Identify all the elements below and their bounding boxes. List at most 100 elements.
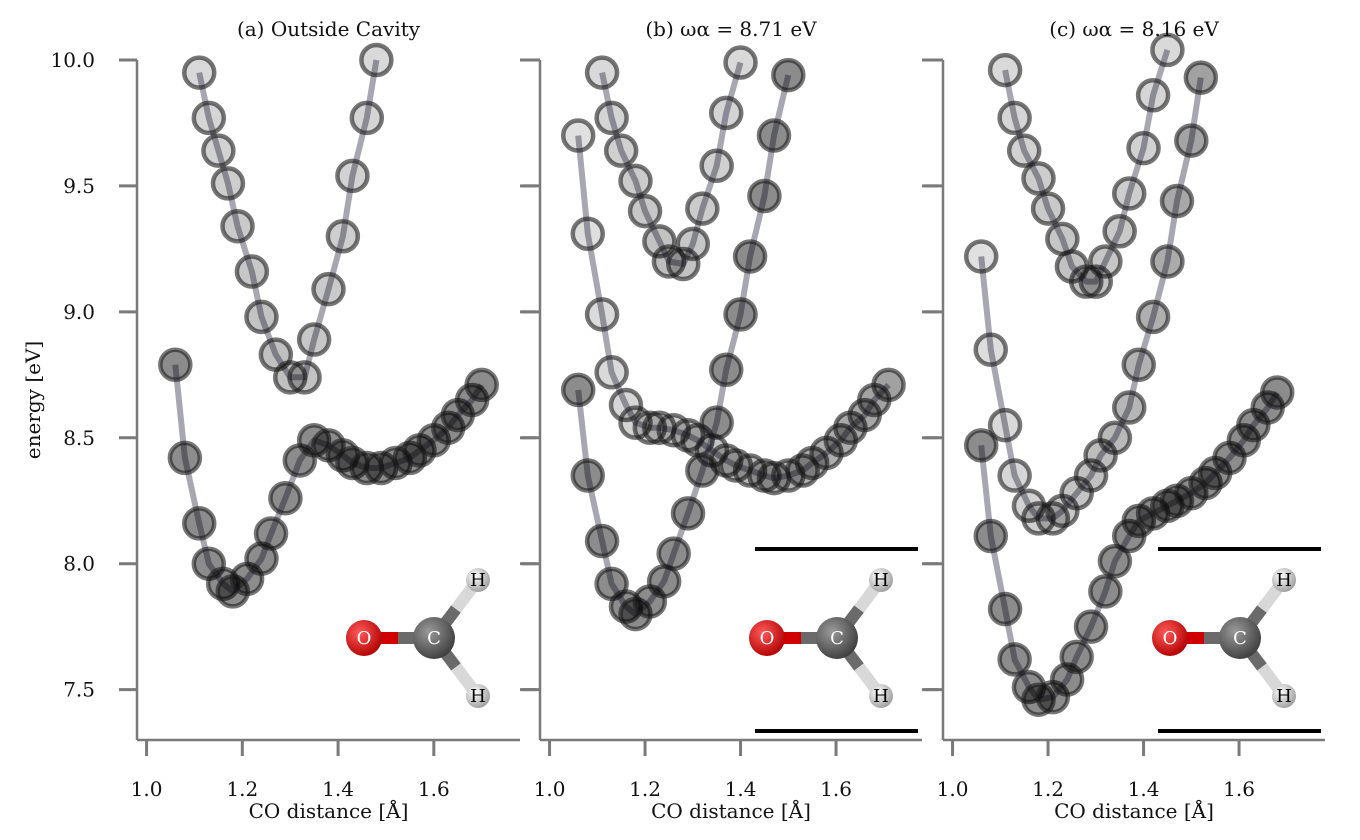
data-point [1111, 390, 1147, 425]
data-point [1150, 32, 1185, 68]
data-point [747, 178, 782, 214]
data-point [570, 458, 605, 493]
hydrogen-atom [869, 684, 893, 708]
data-point [335, 158, 370, 194]
data-point [1102, 214, 1137, 249]
series-lower-state [158, 347, 499, 609]
series-upper-polariton [987, 32, 1185, 299]
oxygen-atom [346, 620, 382, 656]
series-middle-polariton [560, 118, 906, 496]
data-point [756, 118, 792, 153]
data-point [627, 193, 663, 229]
data-point [603, 133, 639, 168]
formaldehyde-molecule: O C H H [1152, 568, 1296, 708]
data-point [268, 480, 303, 516]
atom-label: O [1163, 628, 1178, 649]
data-point [670, 496, 706, 531]
data-point [584, 523, 620, 559]
data-point [1088, 244, 1123, 279]
panel-b: O C H H 1.0 1.2 1.4 1.6 CO distance [Å] (b) ωα = … [520, 17, 922, 823]
formaldehyde-molecule: O C H H [346, 568, 490, 708]
data-point [311, 271, 346, 307]
x-tick-label: 1.6 [820, 777, 852, 801]
carbon-atom [816, 617, 858, 659]
data-point [973, 332, 1008, 367]
data-point [871, 367, 906, 403]
data-point [963, 239, 999, 274]
x-tick-label: 1.0 [937, 777, 969, 801]
data-point [608, 387, 644, 423]
data-point [699, 148, 734, 184]
data-point [987, 52, 1023, 88]
data-point [296, 322, 332, 357]
y-tick-label: 10.0 [50, 48, 95, 72]
series-upper-state [181, 42, 394, 395]
data-point [181, 55, 217, 90]
data-point [594, 355, 629, 390]
series-lower-polariton [963, 375, 1295, 717]
data-point [167, 440, 203, 476]
x-tick-label: 1.4 [725, 777, 757, 801]
carbon-atom [1219, 617, 1261, 659]
y-tick-label: 9.0 [63, 300, 95, 324]
x-tick-label: 1.6 [1223, 777, 1255, 801]
data-point [1135, 78, 1171, 113]
panel-c: O C H H 1.0 1.2 1.4 1.6 CO distance [Å] (c) ωα = … [922, 17, 1325, 823]
x-tick-label: 1.6 [418, 777, 450, 801]
hydrogen-atom [1272, 568, 1296, 592]
data-point [244, 299, 279, 335]
formaldehyde-molecule: O C H H [749, 568, 893, 708]
data-point [963, 428, 999, 463]
data-point [560, 118, 596, 153]
data-point [997, 642, 1032, 677]
data-point [594, 100, 629, 136]
panel-title: (b) ωα = 8.71 eV [645, 17, 817, 41]
data-point [685, 191, 720, 226]
atom-label: C [830, 628, 844, 649]
data-point [1006, 133, 1042, 168]
data-point [1111, 176, 1147, 211]
data-point [570, 216, 605, 252]
x-axis-label: CO distance [Å] [651, 798, 811, 823]
y-tick-label: 7.5 [63, 678, 95, 702]
data-point [973, 518, 1008, 554]
data-point [1174, 123, 1209, 158]
data-point [1121, 347, 1157, 382]
oxygen-atom [1152, 620, 1188, 656]
x-tick-label: 1.4 [1128, 777, 1160, 801]
data-point [675, 226, 711, 262]
data-point [1097, 543, 1133, 579]
data-point [325, 219, 361, 254]
y-tick-label: 8.0 [63, 552, 95, 576]
series-line [575, 74, 792, 618]
data-point [464, 367, 499, 403]
atom-label: H [873, 686, 889, 707]
series-upper-polariton [584, 45, 758, 282]
x-tick-label: 1.4 [322, 777, 354, 801]
x-tick-label: 1.2 [629, 777, 661, 801]
series-lower-polariton [560, 57, 806, 632]
data-point [708, 352, 744, 388]
data-point [1126, 130, 1161, 166]
data-point [1150, 244, 1185, 279]
data-point [987, 407, 1023, 443]
series-middle-polariton [963, 60, 1219, 536]
data-point [1073, 609, 1109, 644]
data-point [584, 55, 620, 90]
x-tick-label: 1.2 [1032, 777, 1064, 801]
data-point [1097, 420, 1133, 456]
data-point [584, 297, 620, 332]
data-point [685, 453, 720, 488]
hydrogen-atom [1272, 684, 1296, 708]
atom-label: O [760, 628, 775, 649]
series-line [978, 77, 1204, 522]
oxygen-atom [749, 620, 785, 656]
atom-label: C [1233, 628, 1247, 649]
data-point [1021, 161, 1056, 196]
data-point [618, 163, 653, 199]
data-point [234, 254, 270, 289]
x-tick-label: 1.0 [131, 777, 163, 801]
data-point [191, 100, 227, 136]
atom-label: H [470, 686, 486, 707]
data-point [1059, 639, 1094, 675]
